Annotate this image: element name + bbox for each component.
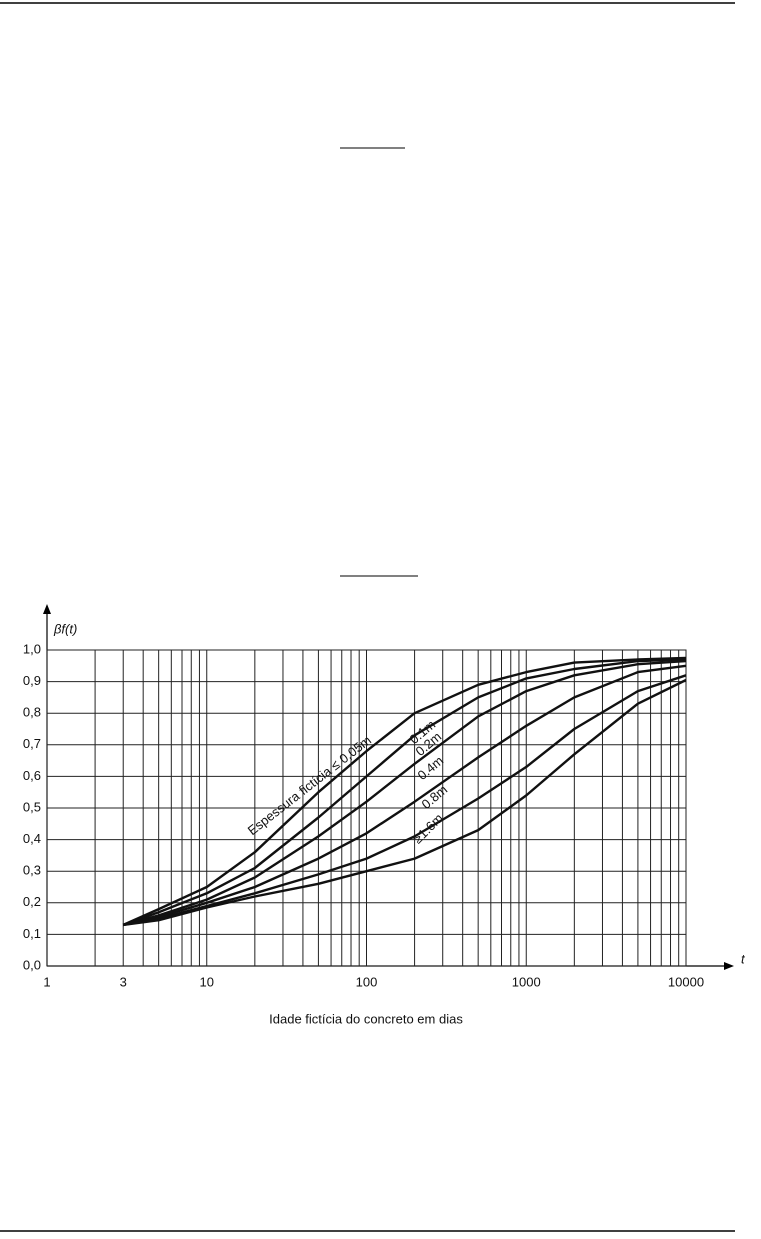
curve-label: ≥1.6m: [410, 810, 446, 846]
x-tick-label: 1000: [512, 974, 541, 989]
x-tick-label: 3: [120, 974, 127, 989]
y-tick-label: 0,6: [23, 768, 41, 783]
x-tick-label: 10: [200, 974, 214, 989]
curve-label: 0.8m: [418, 782, 450, 812]
y-tick-label: 0,9: [23, 673, 41, 688]
x-tick-label: 1: [43, 974, 50, 989]
x-tick-label: 100: [356, 974, 378, 989]
x-axis-symbol: t: [741, 951, 746, 966]
curve-label: 0.4m: [414, 753, 446, 783]
curve: [122, 664, 687, 927]
y-axis-arrow: [43, 604, 51, 614]
y-tick-label: 0,0: [23, 957, 41, 972]
y-tick-label: 0,3: [23, 863, 41, 878]
y-tick-label: 0,4: [23, 831, 41, 846]
y-tick-label: 0,2: [23, 894, 41, 909]
curve: [122, 658, 687, 927]
y-tick-label: 0,5: [23, 799, 41, 814]
y-tick-label: 0,1: [23, 926, 41, 941]
y-tick-label: 1,0: [23, 641, 41, 656]
x-axis-label: Idade fictícia do concreto em dias: [269, 1011, 463, 1026]
curve: [123, 678, 687, 927]
curve: [122, 656, 687, 926]
y-axis-label: βf(t): [53, 621, 77, 636]
curve: [122, 659, 687, 927]
y-tick-label: 0,7: [23, 736, 41, 751]
x-tick-label: 10000: [668, 974, 704, 989]
x-axis-arrow: [724, 962, 734, 970]
y-tick-label: 0,8: [23, 705, 41, 720]
curve: [122, 674, 687, 927]
